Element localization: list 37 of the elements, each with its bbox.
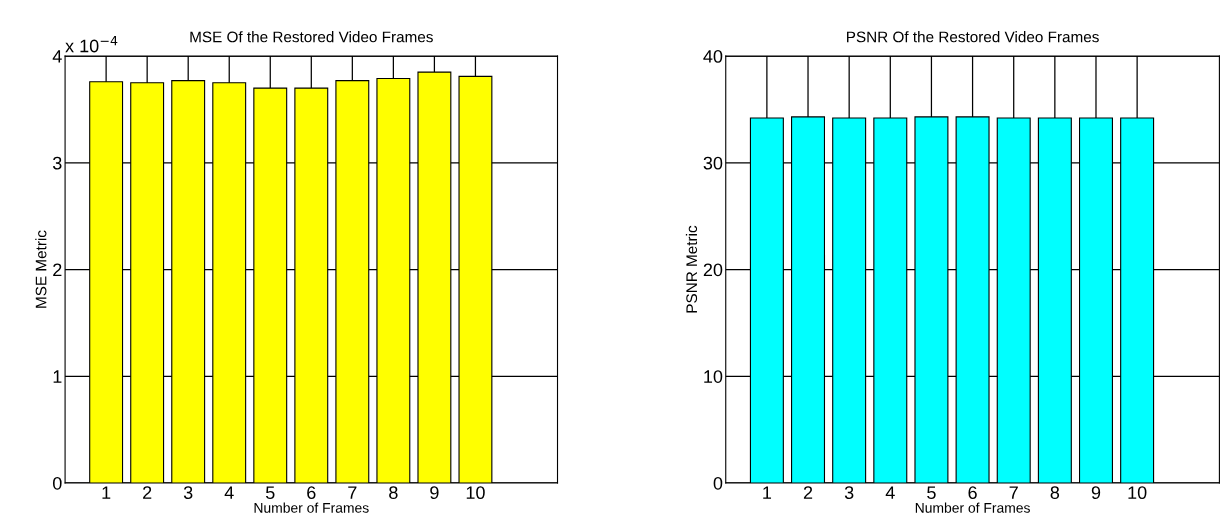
- x-tick-label: 10: [466, 486, 485, 500]
- x-tick-label: 9: [430, 486, 439, 500]
- y-axis-title: MSE Metric: [35, 230, 47, 308]
- chart-title: MSE Of the Restored Video Frames: [190, 31, 433, 43]
- x-tick-label: 2: [803, 486, 813, 499]
- x-tick-label: 4: [885, 486, 895, 499]
- x-tick-label: 3: [183, 486, 193, 500]
- x-tick-label: 8: [389, 486, 398, 500]
- x-tick-label: 7: [348, 486, 357, 499]
- y-tick-label: 20: [703, 263, 723, 277]
- text: x 10$^{−4}$: [65, 36, 118, 53]
- y-tick-label: 2: [53, 263, 62, 277]
- y-tick-label: 1: [53, 370, 62, 383]
- y-tick-label: 0: [52, 476, 62, 490]
- y-tick-label: 0: [713, 476, 723, 490]
- y-tick-label: 30: [703, 156, 723, 170]
- y-tick-label: 10: [704, 370, 723, 383]
- x-tick-label: 1: [102, 486, 111, 499]
- x-tick-label: 9: [1091, 486, 1101, 500]
- chart-title: PSNR Of the Restored Video Frames: [847, 31, 1099, 43]
- x-tick-label: 3: [844, 486, 854, 500]
- x-tick-label: 6: [968, 486, 977, 500]
- y-axis-title: PSNR Metric: [685, 225, 698, 313]
- x-tick-label: 7: [1009, 486, 1018, 499]
- x-tick-label: 4: [224, 486, 234, 499]
- x-axis-title: Number of Frames: [254, 502, 369, 513]
- y-tick-label: 4: [52, 50, 62, 63]
- x-tick-label: 1: [763, 486, 772, 499]
- y-tick-label: 40: [703, 50, 723, 63]
- x-axis-title: Number of Frames: [915, 502, 1030, 513]
- y-tick-label: 3: [52, 156, 62, 170]
- x-tick-label: 6: [307, 486, 316, 500]
- x-tick-label: 10: [1128, 486, 1147, 500]
- x-tick-label: 8: [1050, 486, 1060, 500]
- x-tick-label: 5: [927, 486, 936, 500]
- x-tick-label: 2: [143, 486, 152, 499]
- x-tick-label: 5: [265, 486, 275, 500]
